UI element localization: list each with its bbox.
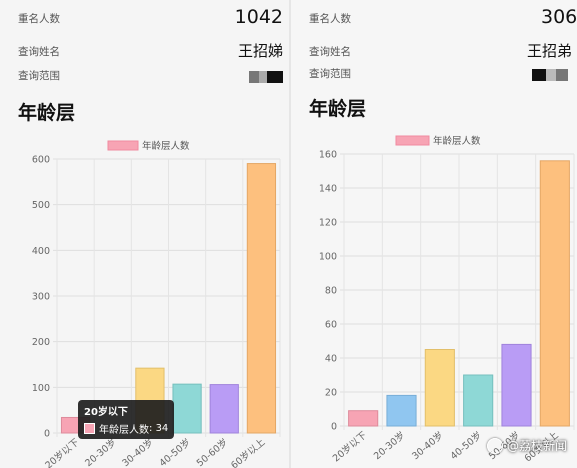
right-panel: 重名人数 306 查询姓名 王招弟 查询范围 年龄层 年龄层人数 0 20 40 60… <box>291 0 577 468</box>
bar[interactable] <box>246 163 277 434</box>
count-label: 重名人数 <box>18 13 60 25</box>
count-value: 306 <box>541 6 577 28</box>
x-tick-label: 20岁以下 <box>43 436 82 468</box>
y-tick-label: 120 <box>319 218 337 229</box>
y-tick-label: 600 <box>32 155 50 166</box>
y-tick-label: 400 <box>32 246 50 257</box>
y-tick-label: 500 <box>32 200 50 211</box>
x-tick-label: 60岁以上 <box>229 436 268 468</box>
y-tick-label: 200 <box>32 337 50 348</box>
y-tick-label: 60 <box>325 320 337 331</box>
x-tick-label: 20岁以下 <box>330 429 369 464</box>
x-tick-label: 30-40岁 <box>410 429 446 462</box>
legend-swatch <box>107 140 139 151</box>
bar[interactable] <box>172 383 202 434</box>
legend-label: 年龄层人数 <box>142 140 190 152</box>
range-value-masked <box>249 71 283 83</box>
y-tick-label: 160 <box>319 150 337 161</box>
bar[interactable] <box>424 349 455 427</box>
y-tick-label: 0 <box>331 422 337 433</box>
section-title: 年龄层 <box>309 98 367 120</box>
y-tick-label: 100 <box>32 383 50 394</box>
tooltip-series: 年龄层人数 <box>99 425 149 436</box>
left-panel: 重名人数 1042 查询姓名 王招娣 查询范围 年龄层 年龄层人数 0 100 20… <box>18 6 283 468</box>
legend-swatch <box>395 135 430 146</box>
count-value: 1042 <box>234 6 283 28</box>
range-label: 查询范围 <box>18 70 60 82</box>
range-label: 查询范围 <box>309 68 351 80</box>
name-label: 查询姓名 <box>18 46 60 58</box>
tooltip-swatch <box>84 423 95 434</box>
range-value-masked <box>532 69 568 81</box>
y-tick-label: 0 <box>44 429 50 440</box>
panel-divider <box>289 0 291 468</box>
y-tick-label: 100 <box>319 252 337 263</box>
x-tick-label: 20-30岁 <box>371 429 407 462</box>
bar[interactable] <box>209 384 239 434</box>
name-value: 王招弟 <box>527 42 573 60</box>
bar[interactable] <box>501 343 532 427</box>
chart-tooltip: 20岁以下 年龄层人数: 34 <box>78 400 175 439</box>
x-tick-label: 40-50岁 <box>157 436 193 468</box>
y-tick-label: 40 <box>325 354 337 365</box>
watermark: @荔枝新闻 <box>486 437 567 454</box>
bar[interactable] <box>386 394 417 427</box>
watermark-text: @荔枝新闻 <box>506 439 567 453</box>
name-value: 王招娣 <box>237 42 283 60</box>
x-tick-label: 30-40岁 <box>120 436 156 468</box>
tooltip-value: 34 <box>155 423 169 434</box>
name-label: 查询姓名 <box>309 46 351 58</box>
bar[interactable] <box>539 160 570 427</box>
chart-plot: 年龄层人数 0 20 40 60 80 100 120 140 160 20岁以下 20-30岁 30… <box>319 135 575 464</box>
legend-label: 年龄层人数 <box>433 135 481 147</box>
count-label: 重名人数 <box>309 13 351 25</box>
bar[interactable] <box>348 410 379 427</box>
y-tick-label: 140 <box>319 184 337 195</box>
x-tick-label: 20-30岁 <box>83 436 119 468</box>
x-tick-label: 50-60岁 <box>194 436 230 468</box>
tooltip-title: 20岁以下 <box>84 407 128 418</box>
section-title: 年龄层 <box>18 102 76 124</box>
bar[interactable] <box>463 374 494 427</box>
y-tick-label: 20 <box>325 388 337 399</box>
y-tick-label: 80 <box>325 286 337 297</box>
x-tick-label: 40-50岁 <box>448 429 484 462</box>
weibo-icon <box>486 437 503 454</box>
age-bar-chart: 年龄层人数 0 20 40 60 80 100 120 140 160 20岁以下 20-30岁 30… <box>319 135 575 464</box>
y-tick-label: 300 <box>32 292 50 303</box>
